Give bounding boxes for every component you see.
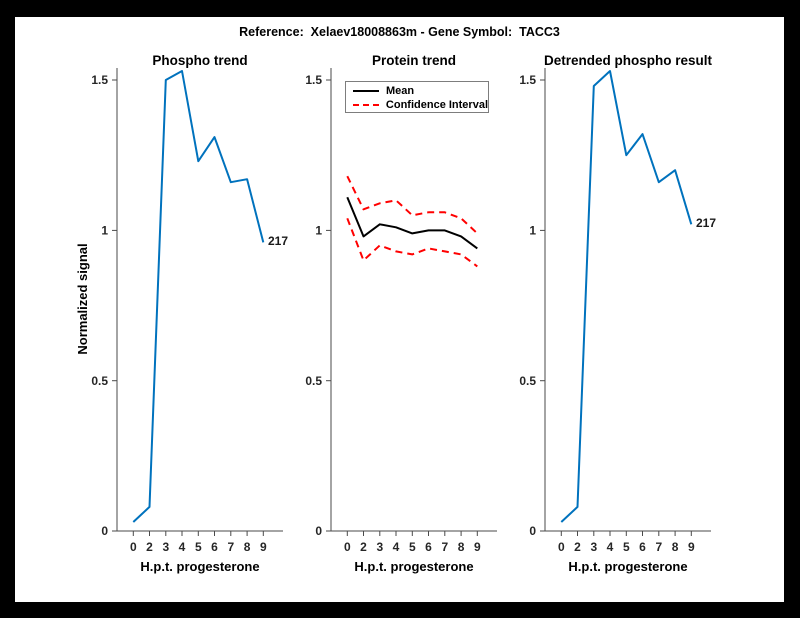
x-axis-title: H.p.t. progesterone	[568, 559, 687, 574]
y-tick-label: 0	[315, 524, 322, 538]
x-tick-label: 3	[162, 540, 169, 554]
x-tick-label: 5	[623, 540, 630, 554]
axis-spines	[544, 68, 711, 532]
phospho-trend-plot: 00.511.50 2 3 4 5 6 7 8 9H.p.t. progesterone	[91, 68, 283, 574]
legend-label-confidence-interval: Confidence Interval	[385, 99, 488, 111]
x-tick-label: 2	[146, 540, 153, 554]
y-tick-label: 0.5	[91, 374, 108, 388]
legend-label-mean: Mean	[386, 85, 415, 97]
x-tick-label: 2	[360, 540, 367, 554]
detrended-phospho-plot: 00.511.50 2 3 4 5 6 7 8 9H.p.t. progesterone	[519, 68, 711, 574]
subplot-title-phospho: Phospho trend	[152, 53, 248, 68]
legend-entry-confidence-interval: Confidence Interval	[352, 98, 488, 112]
plot-area: 00.511.50 2 3 4 5 6 7 8 9H.p.t. progesterone	[519, 68, 711, 574]
y-tick-label: 1	[315, 224, 322, 238]
x-tick-label: 6	[425, 540, 432, 554]
x-tick-label: 8	[244, 540, 251, 554]
x-tick-label: 8	[672, 540, 679, 554]
x-tick-label: 2	[574, 540, 581, 554]
x-tick-label: 4	[607, 540, 614, 554]
x-tick-label: 4	[179, 540, 186, 554]
plot-area: 00.511.50 2 3 4 5 6 7 8 9H.p.t. progesterone	[91, 68, 283, 574]
subplot-title-detrended: Detrended phospho result	[543, 53, 712, 68]
x-tick-label: 6	[639, 540, 646, 554]
figure-canvas: Reference: Xelaev18008863m - Gene Symbol…	[15, 17, 784, 602]
legend-box: Mean Confidence Interval	[345, 81, 489, 113]
end-value-label-phospho: 217	[268, 234, 289, 248]
axis-spines	[116, 68, 283, 532]
y-tick-label: 1	[101, 224, 108, 238]
y-tick-label: 1.5	[91, 73, 108, 87]
x-tick-label: 9	[688, 540, 695, 554]
x-tick-label: 5	[409, 540, 416, 554]
x-tick-label: 7	[655, 540, 662, 554]
protein-trend-plot: 00.511.50 2 3 4 5 6 7 8 9H.p.t. progesterone	[305, 68, 497, 574]
subplot-title-protein: Protein trend	[371, 53, 456, 68]
legend-ci-line-sample	[353, 104, 379, 106]
y-tick-label: 1.5	[519, 73, 536, 87]
x-tick-label: 0	[130, 540, 137, 554]
legend-entry-mean: Mean	[352, 84, 488, 98]
x-axis-title: H.p.t. progesterone	[354, 559, 473, 574]
x-tick-label: 6	[211, 540, 218, 554]
plot-area: 00.511.50 2 3 4 5 6 7 8 9H.p.t. progesterone	[305, 68, 497, 574]
y-tick-label: 1.5	[305, 73, 322, 87]
ci-upper-line	[346, 175, 478, 235]
x-tick-label: 9	[474, 540, 481, 554]
x-tick-label: 4	[393, 540, 400, 554]
x-tick-label: 7	[227, 540, 234, 554]
y-tick-label: 1	[529, 224, 536, 238]
x-tick-label: 0	[344, 540, 351, 554]
y-tick-label: 0	[101, 524, 108, 538]
x-tick-label: 9	[260, 540, 267, 554]
mean-line	[346, 196, 478, 250]
end-value-label-detrended: 217	[696, 216, 717, 230]
x-tick-label: 5	[195, 540, 202, 554]
axis-spines	[330, 68, 497, 532]
data-line	[560, 70, 693, 523]
ci-lower-line	[346, 217, 478, 268]
x-axis-title: H.p.t. progesterone	[140, 559, 259, 574]
y-tick-label: 0	[529, 524, 536, 538]
y-tick-label: 0.5	[305, 374, 322, 388]
figure-title: Reference: Xelaev18008863m - Gene Symbol…	[239, 25, 560, 39]
y-tick-label: 0.5	[519, 374, 536, 388]
x-tick-label: 0	[558, 540, 565, 554]
data-line	[132, 70, 265, 523]
x-tick-label: 7	[441, 540, 448, 554]
x-tick-label: 3	[376, 540, 383, 554]
x-tick-label: 8	[458, 540, 465, 554]
legend-mean-line-sample	[353, 90, 379, 92]
x-tick-label: 3	[590, 540, 597, 554]
